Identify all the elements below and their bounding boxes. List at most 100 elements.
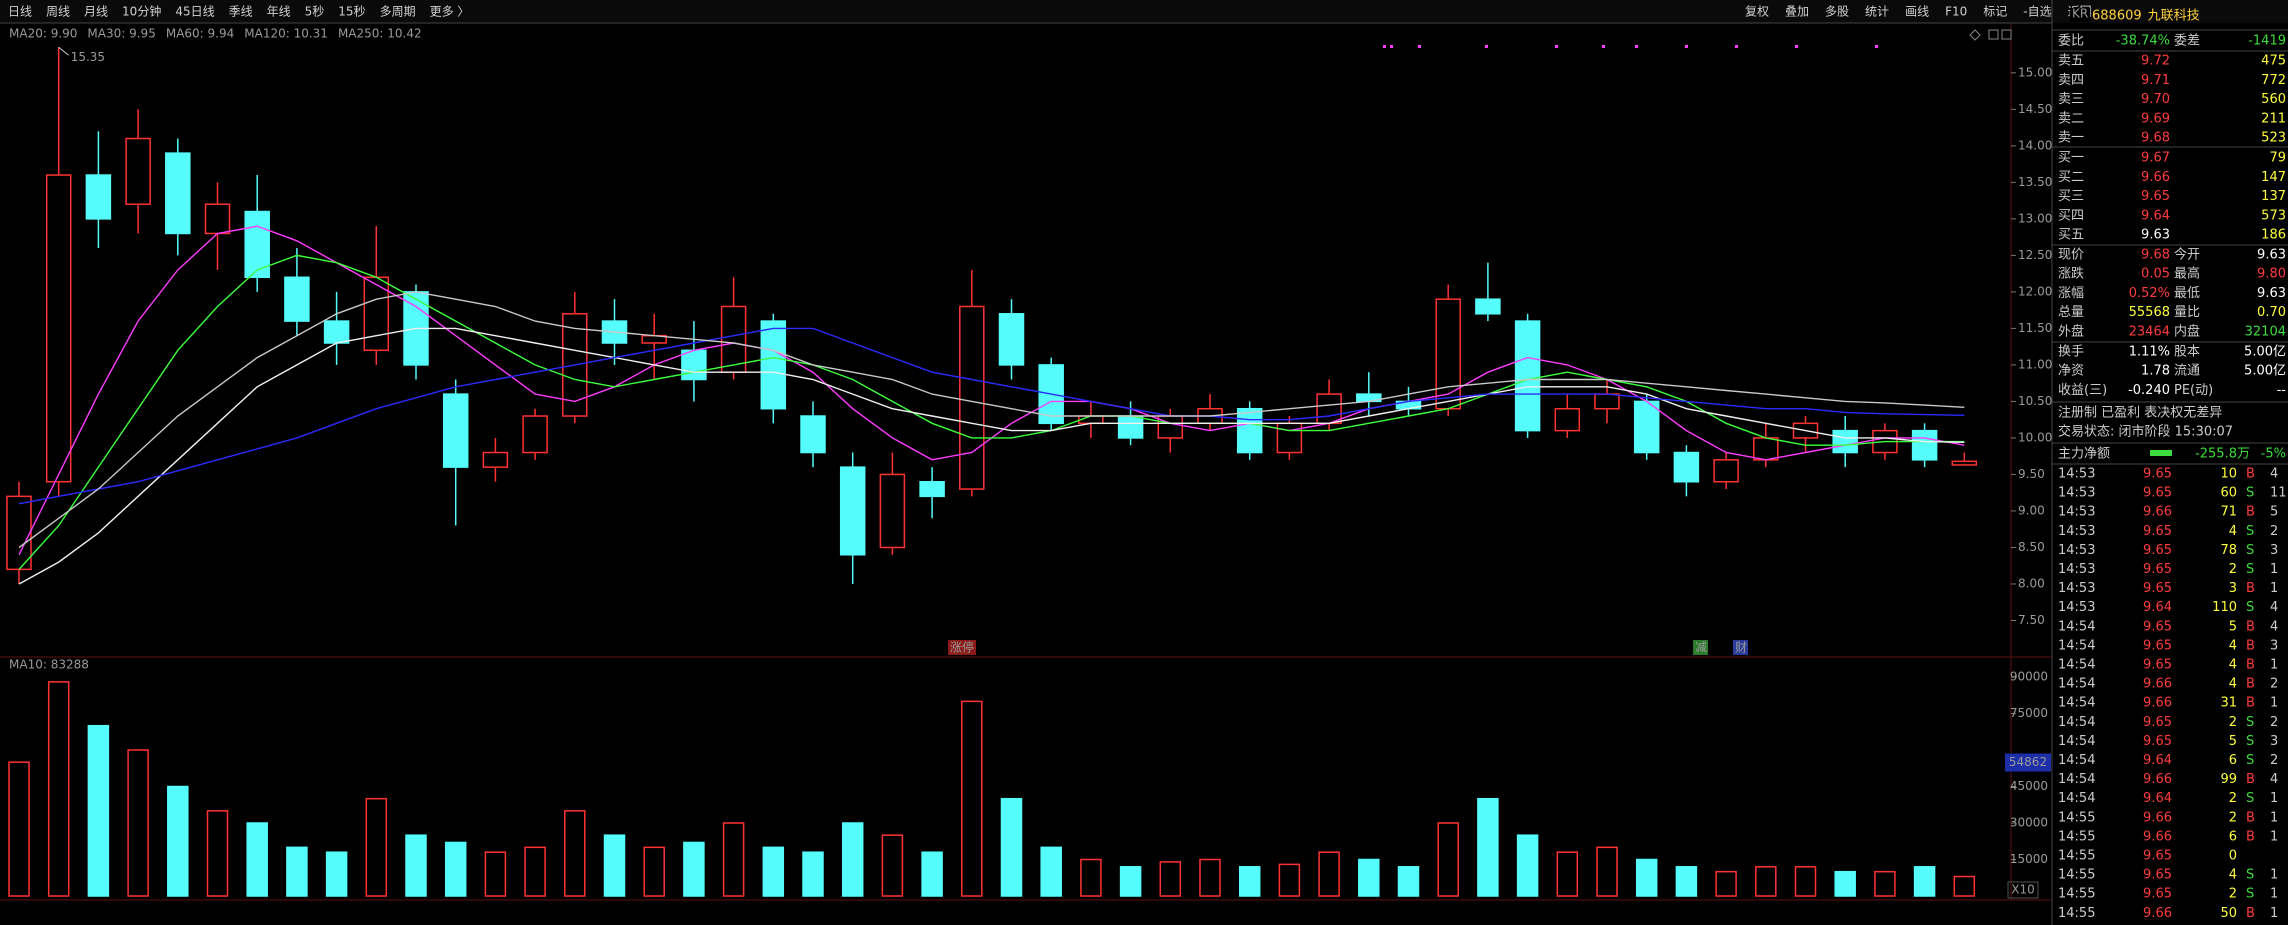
- y-tick-label: 8.50: [2018, 540, 2045, 554]
- flow-pct: -5%: [2261, 447, 2286, 462]
- tick-count: 11: [2270, 486, 2287, 501]
- tick-time: 14:53: [2058, 486, 2095, 501]
- event-badge: [1733, 640, 1748, 655]
- toolbar-button[interactable]: 复权: [1745, 5, 1769, 19]
- tick-volume: 78: [2220, 543, 2237, 558]
- y-tick-label: 9.00: [2018, 503, 2045, 517]
- toolbar-button[interactable]: 叠加: [1785, 5, 1809, 19]
- candle-body: [1554, 407, 1581, 432]
- tick-time: 14:53: [2058, 524, 2095, 539]
- candle-body: [1276, 422, 1303, 454]
- candle-body: [681, 349, 707, 381]
- tick-volume: 6: [2229, 829, 2237, 844]
- tick-count: 4: [2270, 772, 2278, 787]
- tick-count: 2: [2270, 677, 2278, 692]
- tick-time: 14:53: [2058, 562, 2095, 577]
- volume-bar: [961, 700, 983, 897]
- stat-value: -0.240: [2128, 383, 2170, 398]
- tick-price: 9.65: [2143, 715, 2172, 730]
- toolbar-tab[interactable]: 日线: [8, 5, 32, 19]
- toolbar-tab[interactable]: 10分钟: [122, 4, 161, 19]
- candle-body: [839, 466, 866, 556]
- candle-body: [323, 320, 350, 344]
- tick-side: B: [2246, 829, 2255, 844]
- tick-side: B: [2246, 581, 2255, 596]
- ma-line: [18, 327, 1965, 585]
- y-tick-label: 7.50: [2018, 613, 2045, 627]
- volume-bar: [1556, 851, 1579, 897]
- tick-side: S: [2246, 562, 2254, 577]
- toolbar-button[interactable]: 多股: [1825, 5, 1849, 19]
- tick-side: S: [2246, 524, 2254, 539]
- stat-label: 今开: [2174, 247, 2200, 263]
- current-volume-box: [2005, 753, 2051, 772]
- toolbar-button[interactable]: 统计: [1865, 5, 1889, 19]
- volume-bar: [1874, 870, 1896, 897]
- event-label: 财: [1735, 641, 1747, 655]
- tick-side: S: [2246, 753, 2254, 768]
- y-tick-label: 8.00: [2018, 576, 2045, 590]
- tick-volume: 4: [2229, 868, 2237, 883]
- volume-bar: [405, 834, 427, 897]
- stat-label: 内盘: [2174, 323, 2200, 339]
- stat-label: 量比: [2174, 305, 2200, 320]
- candle-body: [760, 320, 787, 410]
- y-tick-label: 45000: [2010, 779, 2048, 793]
- stat-value: 9.68: [2141, 248, 2170, 263]
- book-price: 9.69: [2141, 111, 2170, 126]
- row-value: -1419: [2248, 34, 2286, 49]
- flow-value: -255.8万: [2195, 447, 2250, 462]
- tick-side: B: [2246, 467, 2255, 482]
- tick-price: 9.65: [2143, 887, 2172, 902]
- book-price: 9.64: [2141, 208, 2170, 223]
- tick-volume: 3: [2229, 581, 2237, 596]
- book-label: 买四: [2058, 208, 2084, 223]
- book-price: 9.65: [2141, 189, 2170, 204]
- tick-price: 9.66: [2143, 677, 2172, 692]
- toolbar-tab[interactable]: 15秒: [338, 5, 365, 19]
- tick-time: 14:54: [2058, 734, 2095, 749]
- volume-bar: [484, 851, 507, 897]
- tick-count: 3: [2270, 734, 2278, 749]
- candle-body: [204, 203, 231, 235]
- toolbar-button[interactable]: F10: [1945, 5, 1967, 19]
- stat-label: 现价: [2058, 248, 2084, 263]
- toolbar-tab[interactable]: 45日线: [175, 5, 214, 19]
- stat-label: 最低: [2174, 286, 2200, 301]
- tick-time: 14:54: [2058, 658, 2095, 673]
- candle-body: [919, 480, 945, 498]
- tick-time: 14:55: [2058, 887, 2095, 902]
- candle-body: [1911, 429, 1938, 461]
- y-tick-label: 13.50: [2018, 175, 2052, 189]
- volume-bar: [762, 846, 785, 897]
- tick-time: 14:55: [2058, 829, 2095, 844]
- toolbar-tab[interactable]: 年线: [267, 5, 291, 19]
- tick-count: 1: [2270, 581, 2278, 596]
- book-volume: 560: [2261, 92, 2286, 107]
- flow-bar: [2150, 450, 2172, 456]
- toolbar-tab[interactable]: 更多 〉: [430, 5, 470, 19]
- book-label: 买一: [2058, 151, 2084, 166]
- tick-time: 14:55: [2058, 810, 2095, 825]
- volume-bar: [1715, 870, 1737, 897]
- legend-entry: MA60: 9.94: [166, 27, 234, 41]
- toolbar-tab[interactable]: 多周期: [380, 5, 416, 19]
- toolbar-button[interactable]: 标记: [1983, 5, 2007, 19]
- tick-price: 9.66: [2143, 829, 2172, 844]
- tick-price: 9.64: [2143, 753, 2172, 768]
- toolbar-button[interactable]: 画线: [1905, 5, 1929, 19]
- tick-price: 9.65: [2143, 868, 2172, 883]
- toolbar-tab[interactable]: 5秒: [305, 5, 325, 19]
- candle-body: [6, 495, 32, 571]
- toolbar-tab[interactable]: 周线: [46, 5, 70, 19]
- toolbar-tab[interactable]: 月线: [84, 5, 108, 19]
- tick-side: S: [2246, 734, 2254, 749]
- tick-price: 9.65: [2143, 658, 2172, 673]
- book-label: 卖五: [2058, 54, 2084, 69]
- toolbar-button[interactable]: -自选: [2023, 5, 2051, 19]
- toolbar-tab[interactable]: 季线: [229, 5, 253, 19]
- tick-volume: 5: [2229, 619, 2237, 634]
- tick-count: 3: [2270, 543, 2278, 558]
- volume-bar: [325, 851, 348, 897]
- tick-price: 9.65: [2143, 849, 2172, 864]
